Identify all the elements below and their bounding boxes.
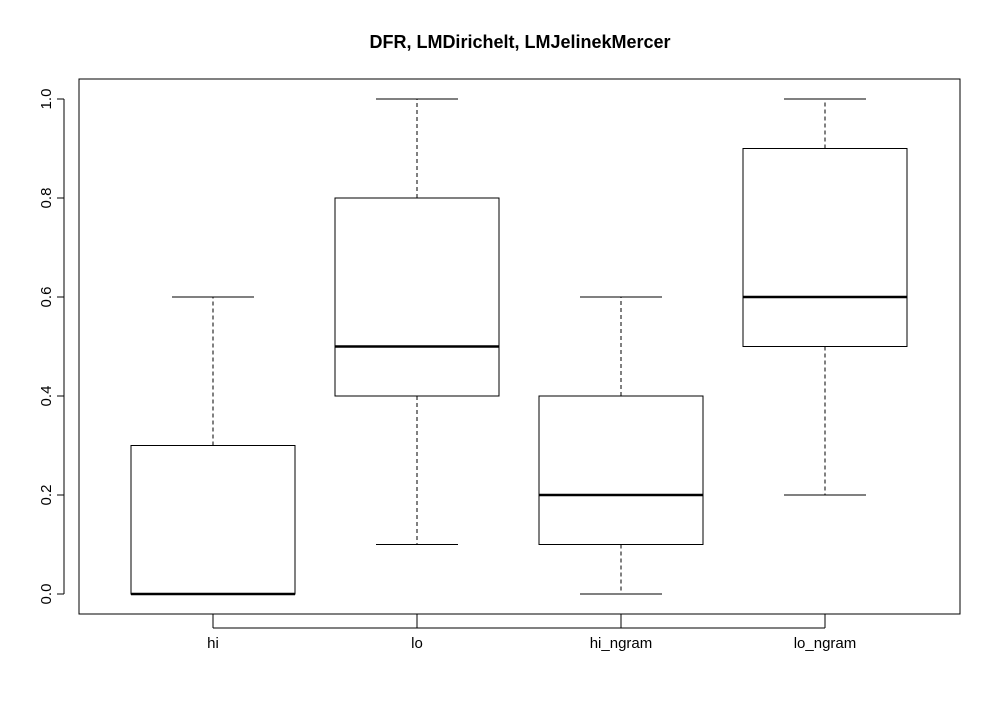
boxes — [130, 98, 908, 596]
x-tick-label: hi — [207, 635, 219, 652]
x-tick-label: lo_ngram — [794, 635, 857, 652]
y-tick-label: 0.2 — [38, 485, 55, 506]
chart-title: DFR, LMDirichelt, LMJelinekMercer — [369, 32, 670, 52]
y-tick-label: 0.4 — [38, 386, 55, 407]
box-hi_ngram — [538, 296, 704, 595]
box-iqr — [742, 148, 908, 347]
y-tick-label: 0.6 — [38, 287, 55, 308]
y-axis: 0.0 0.2 0.4 0.6 0.8 1.0 — [38, 89, 65, 605]
y-tick-label: 0.8 — [38, 188, 55, 209]
box-iqr — [538, 395, 704, 545]
x-axis: hi lo hi_ngram lo_ngram — [207, 614, 856, 652]
x-tick-label: hi_ngram — [590, 635, 653, 652]
box-iqr — [130, 445, 296, 595]
box-hi — [130, 296, 296, 596]
plot-frame — [78, 78, 961, 615]
box-iqr — [334, 197, 500, 397]
x-tick-label: lo — [411, 635, 423, 652]
y-tick-label: 1.0 — [38, 89, 55, 110]
box-lo_ngram — [742, 98, 908, 496]
box-lo — [334, 98, 500, 545]
y-tick-label: 0.0 — [38, 584, 55, 605]
